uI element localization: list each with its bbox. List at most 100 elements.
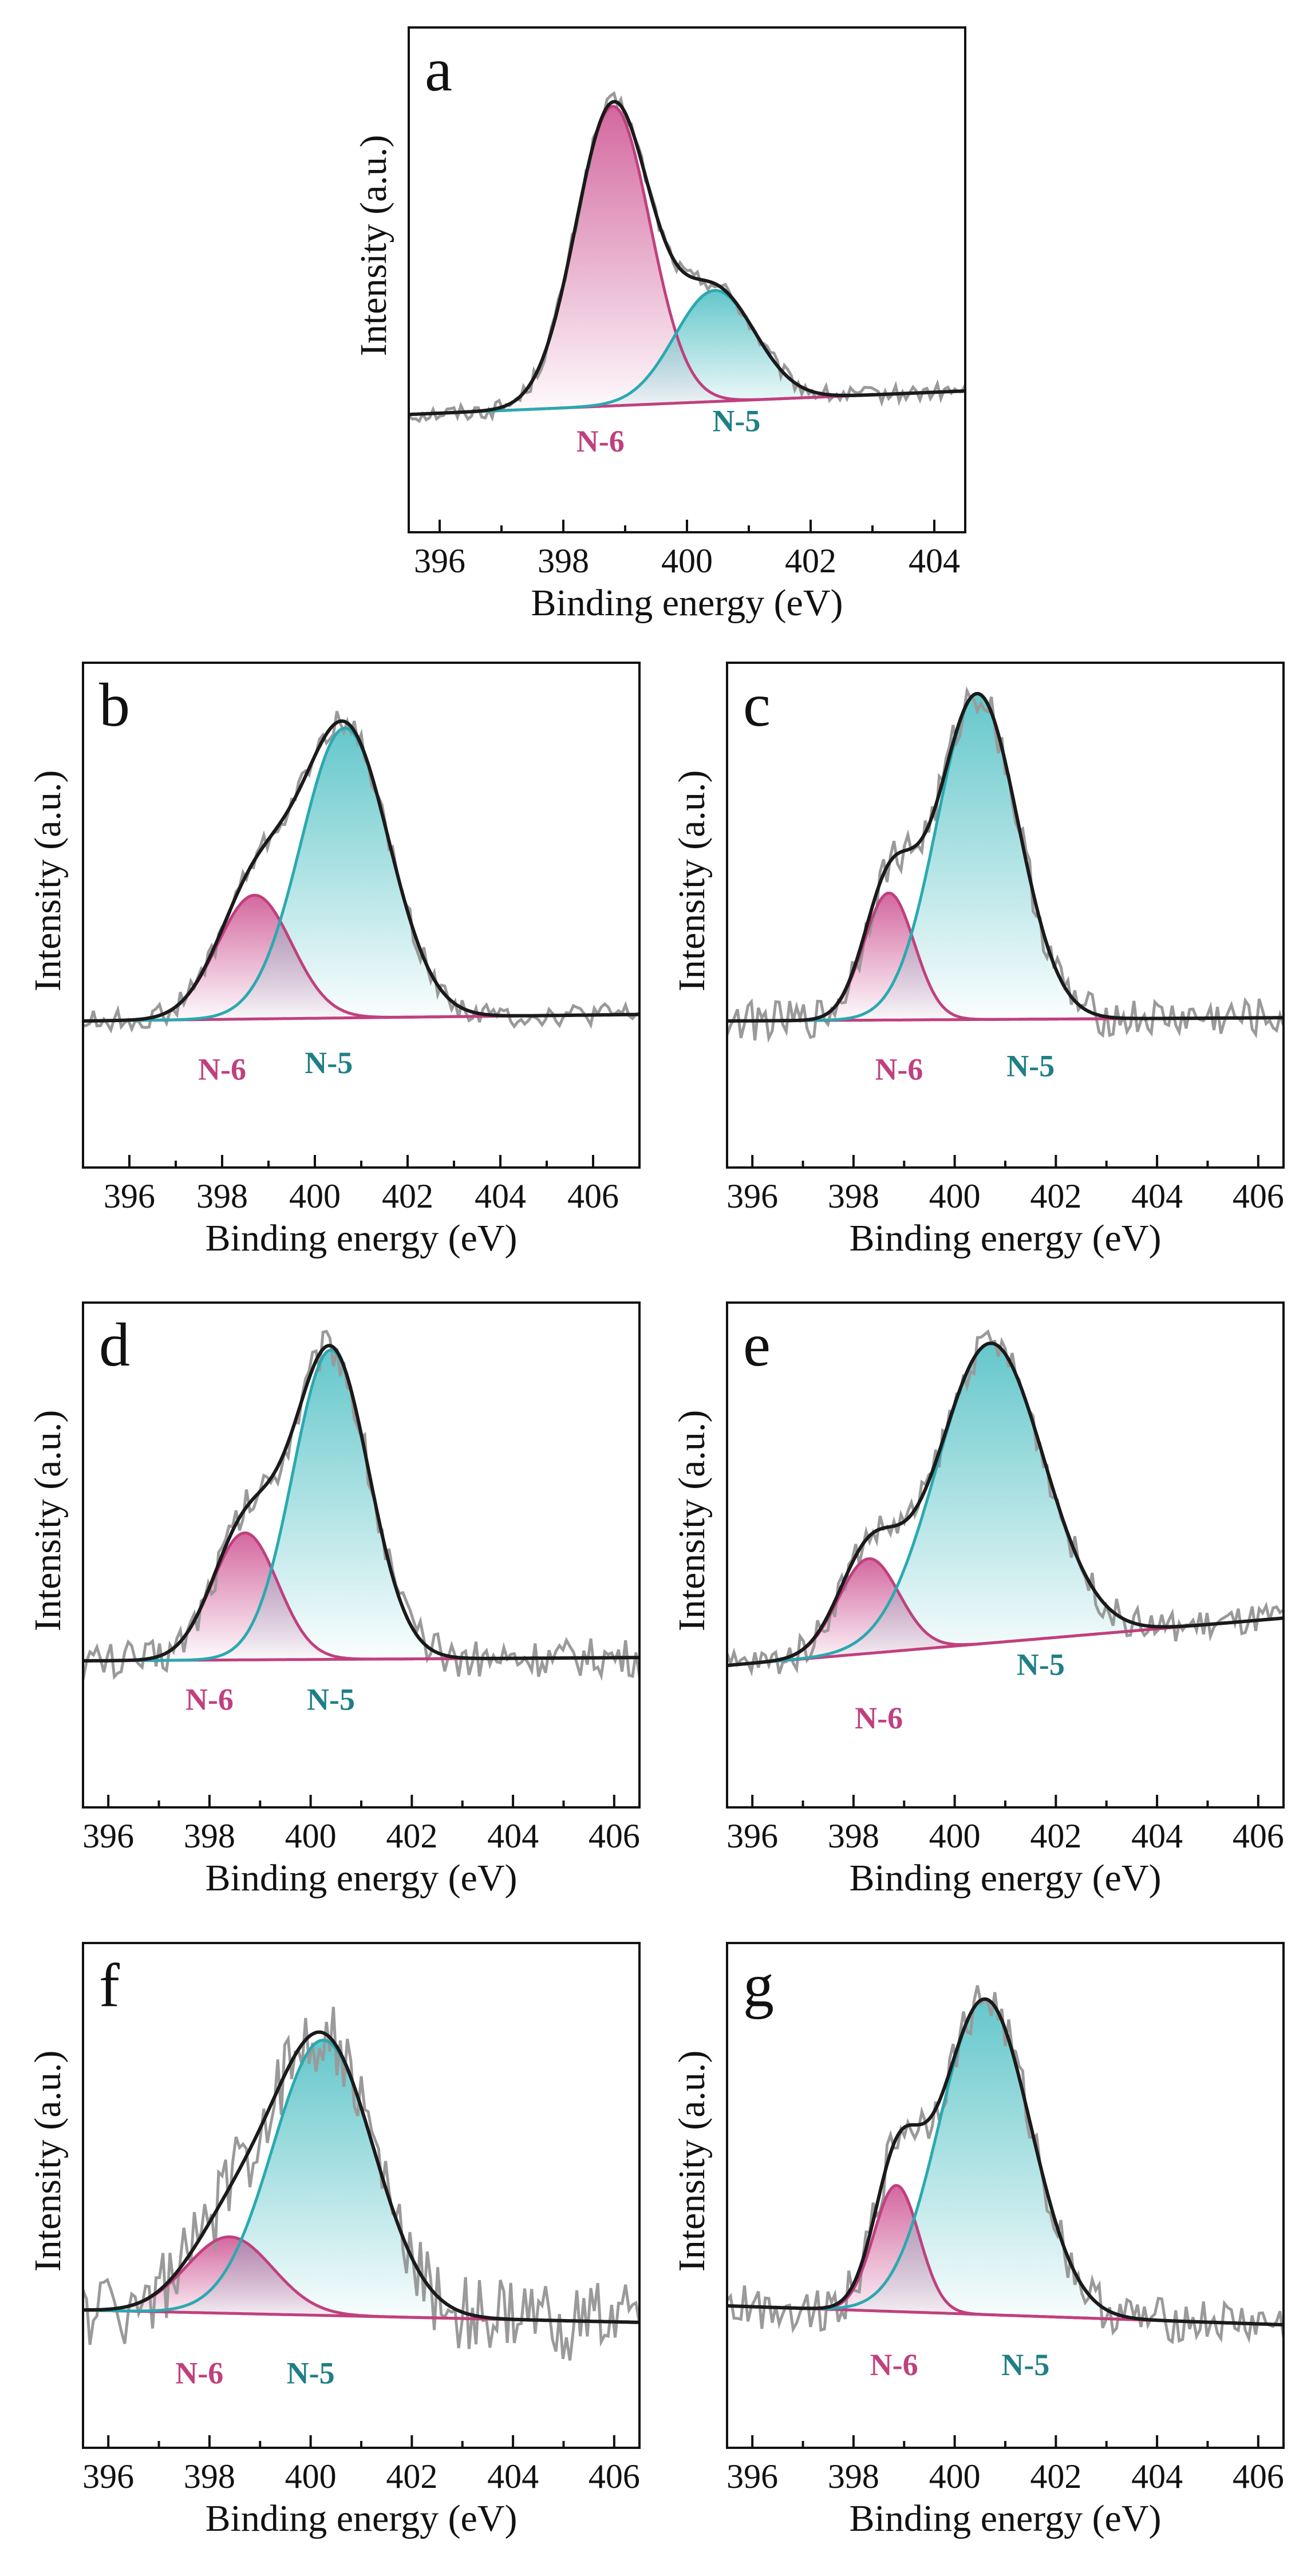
x-axis-label: Binding energy (eV)	[850, 1217, 1162, 1259]
x-tick-label: 398	[184, 1817, 235, 1855]
peak-area-n-6	[727, 2185, 1284, 2325]
x-tick-label: 406	[1233, 1177, 1284, 1215]
x-tick-label: 400	[929, 2458, 981, 2495]
peak-area-n-5	[727, 694, 1284, 1021]
y-axis-label: Intensity (a.u.)	[671, 770, 713, 992]
x-tick-label: 404	[487, 2458, 539, 2495]
x-tick-label: 398	[538, 542, 589, 580]
panel-letter: c	[743, 671, 771, 739]
peak-label-n-6: N-6	[185, 1682, 234, 1716]
x-tick-label: 396	[82, 2458, 134, 2495]
fit-envelope-line	[727, 1997, 1284, 2326]
peak-label-n-6: N-6	[198, 1052, 246, 1086]
x-tick-label: 402	[386, 2458, 437, 2495]
x-tick-label: 400	[289, 1177, 341, 1215]
peak-label-n-6: N-6	[175, 2356, 223, 2391]
x-axis-label: Binding energy (eV)	[206, 1217, 518, 1259]
raw-data-line	[727, 686, 1284, 1043]
y-axis-label: Intensity (a.u.)	[671, 1410, 713, 1632]
panel-d: 396 398 400 402 404 406 Binding energy (eV) Int…	[27, 1301, 641, 1899]
panel-e: 396 398 400 402 404 406 Binding energy (eV) Int…	[671, 1301, 1285, 1899]
raw-data-line	[727, 1985, 1284, 2345]
y-axis-label: Intensity (a.u.)	[27, 1410, 69, 1632]
x-tick-label: 400	[929, 1817, 981, 1855]
x-tick-label: 402	[386, 1817, 437, 1855]
x-tick-label: 406	[567, 1177, 619, 1215]
x-tick-label: 398	[828, 1177, 879, 1215]
peak-area-n-5	[83, 728, 639, 1021]
x-tick-label: 400	[929, 1177, 981, 1215]
peak-area-n-5	[83, 2040, 639, 2322]
raw-data-line	[83, 2007, 639, 2361]
x-tick-label: 398	[828, 2458, 879, 2495]
panel-letter: f	[99, 1952, 120, 2020]
peak-label-n-5: N-5	[287, 2356, 335, 2391]
peak-area-n-5	[409, 290, 965, 415]
panel-letter: a	[425, 36, 452, 104]
y-axis-label: Intensity (a.u.)	[353, 135, 394, 357]
x-tick-label: 400	[661, 542, 713, 580]
fit-envelope-line	[83, 1344, 639, 1663]
x-tick-label: 404	[1131, 1177, 1183, 1215]
x-tick-label: 404	[909, 542, 960, 580]
panel-f: 396 398 400 402 404 406 Binding energy (eV) Int…	[27, 1942, 641, 2539]
x-tick-label: 396	[104, 1177, 155, 1215]
fit-envelope-line	[409, 100, 965, 417]
panel-g: 396 398 400 402 404 406 Binding energy (eV) Int…	[671, 1942, 1285, 2539]
panel-letter: g	[743, 1952, 774, 2020]
peak-area-n-5	[727, 1343, 1284, 1665]
x-tick-label: 406	[589, 1817, 640, 1855]
peak-label-n-5: N-5	[307, 1682, 355, 1716]
x-tick-label: 398	[184, 2458, 235, 2495]
peak-area-n-6	[727, 893, 1284, 1021]
x-tick-label: 404	[487, 1817, 539, 1855]
raw-data-line	[727, 1329, 1284, 1677]
peak-label-n-5: N-5	[712, 404, 760, 438]
peak-area-n-6	[83, 895, 639, 1021]
x-tick-label: 396	[726, 2458, 778, 2495]
y-axis-label: Intensity (a.u.)	[27, 2051, 69, 2272]
peak-area-n-5	[727, 1999, 1284, 2325]
peak-area-n-5	[83, 1350, 639, 1661]
peak-label-n-6: N-6	[576, 424, 625, 458]
y-axis-label: Intensity (a.u.)	[671, 2051, 713, 2272]
x-axis-label: Binding energy (eV)	[206, 2498, 518, 2539]
panel-a: 396 398 400 402 404 Binding energy (eV) Intens…	[353, 26, 966, 624]
y-axis-label: Intensity (a.u.)	[27, 770, 69, 992]
panel-b: 396 398 400 402 404 406 Binding energy (eV) Int…	[27, 662, 641, 1259]
x-tick-label: 402	[1030, 2458, 1081, 2495]
x-axis-label: Binding energy (eV)	[850, 2498, 1162, 2539]
peak-label-n-5: N-5	[1006, 1049, 1055, 1083]
x-axis-label: Binding energy (eV)	[206, 1857, 518, 1899]
x-tick-label: 404	[475, 1177, 526, 1215]
peak-label-n-5: N-5	[1017, 1647, 1065, 1681]
peak-area-n-6	[83, 1533, 639, 1661]
x-tick-label: 396	[726, 1817, 778, 1855]
x-tick-label: 402	[1030, 1177, 1081, 1215]
fit-envelope-line	[727, 691, 1284, 1023]
x-tick-label: 402	[785, 542, 836, 580]
x-tick-label: 398	[828, 1817, 879, 1855]
panel-letter: b	[99, 671, 130, 739]
x-axis-label: Binding energy (eV)	[850, 1857, 1162, 1899]
fit-envelope-line	[83, 2030, 639, 2324]
x-tick-label: 406	[1233, 1817, 1284, 1855]
x-tick-label: 404	[1131, 1817, 1183, 1855]
fit-envelope-line	[727, 1342, 1284, 1667]
x-tick-label: 402	[382, 1177, 433, 1215]
peak-label-n-5: N-5	[305, 1046, 353, 1080]
x-tick-label: 396	[82, 1817, 134, 1855]
x-tick-label: 400	[285, 2458, 337, 2495]
x-tick-label: 406	[589, 2458, 640, 2495]
x-tick-label: 406	[1233, 2458, 1284, 2495]
panel-letter: e	[743, 1311, 771, 1379]
panel-letter: d	[99, 1311, 130, 1379]
peak-label-n-6: N-6	[875, 1052, 923, 1086]
x-axis-label: Binding energy (eV)	[531, 582, 843, 624]
peak-label-n-6: N-6	[870, 2348, 918, 2382]
peak-label-n-5: N-5	[1001, 2348, 1049, 2382]
peak-label-n-6: N-6	[855, 1701, 903, 1735]
panel-c: 396 398 400 402 404 406 Binding energy (eV) Int…	[671, 662, 1285, 1259]
x-tick-label: 396	[726, 1177, 778, 1215]
